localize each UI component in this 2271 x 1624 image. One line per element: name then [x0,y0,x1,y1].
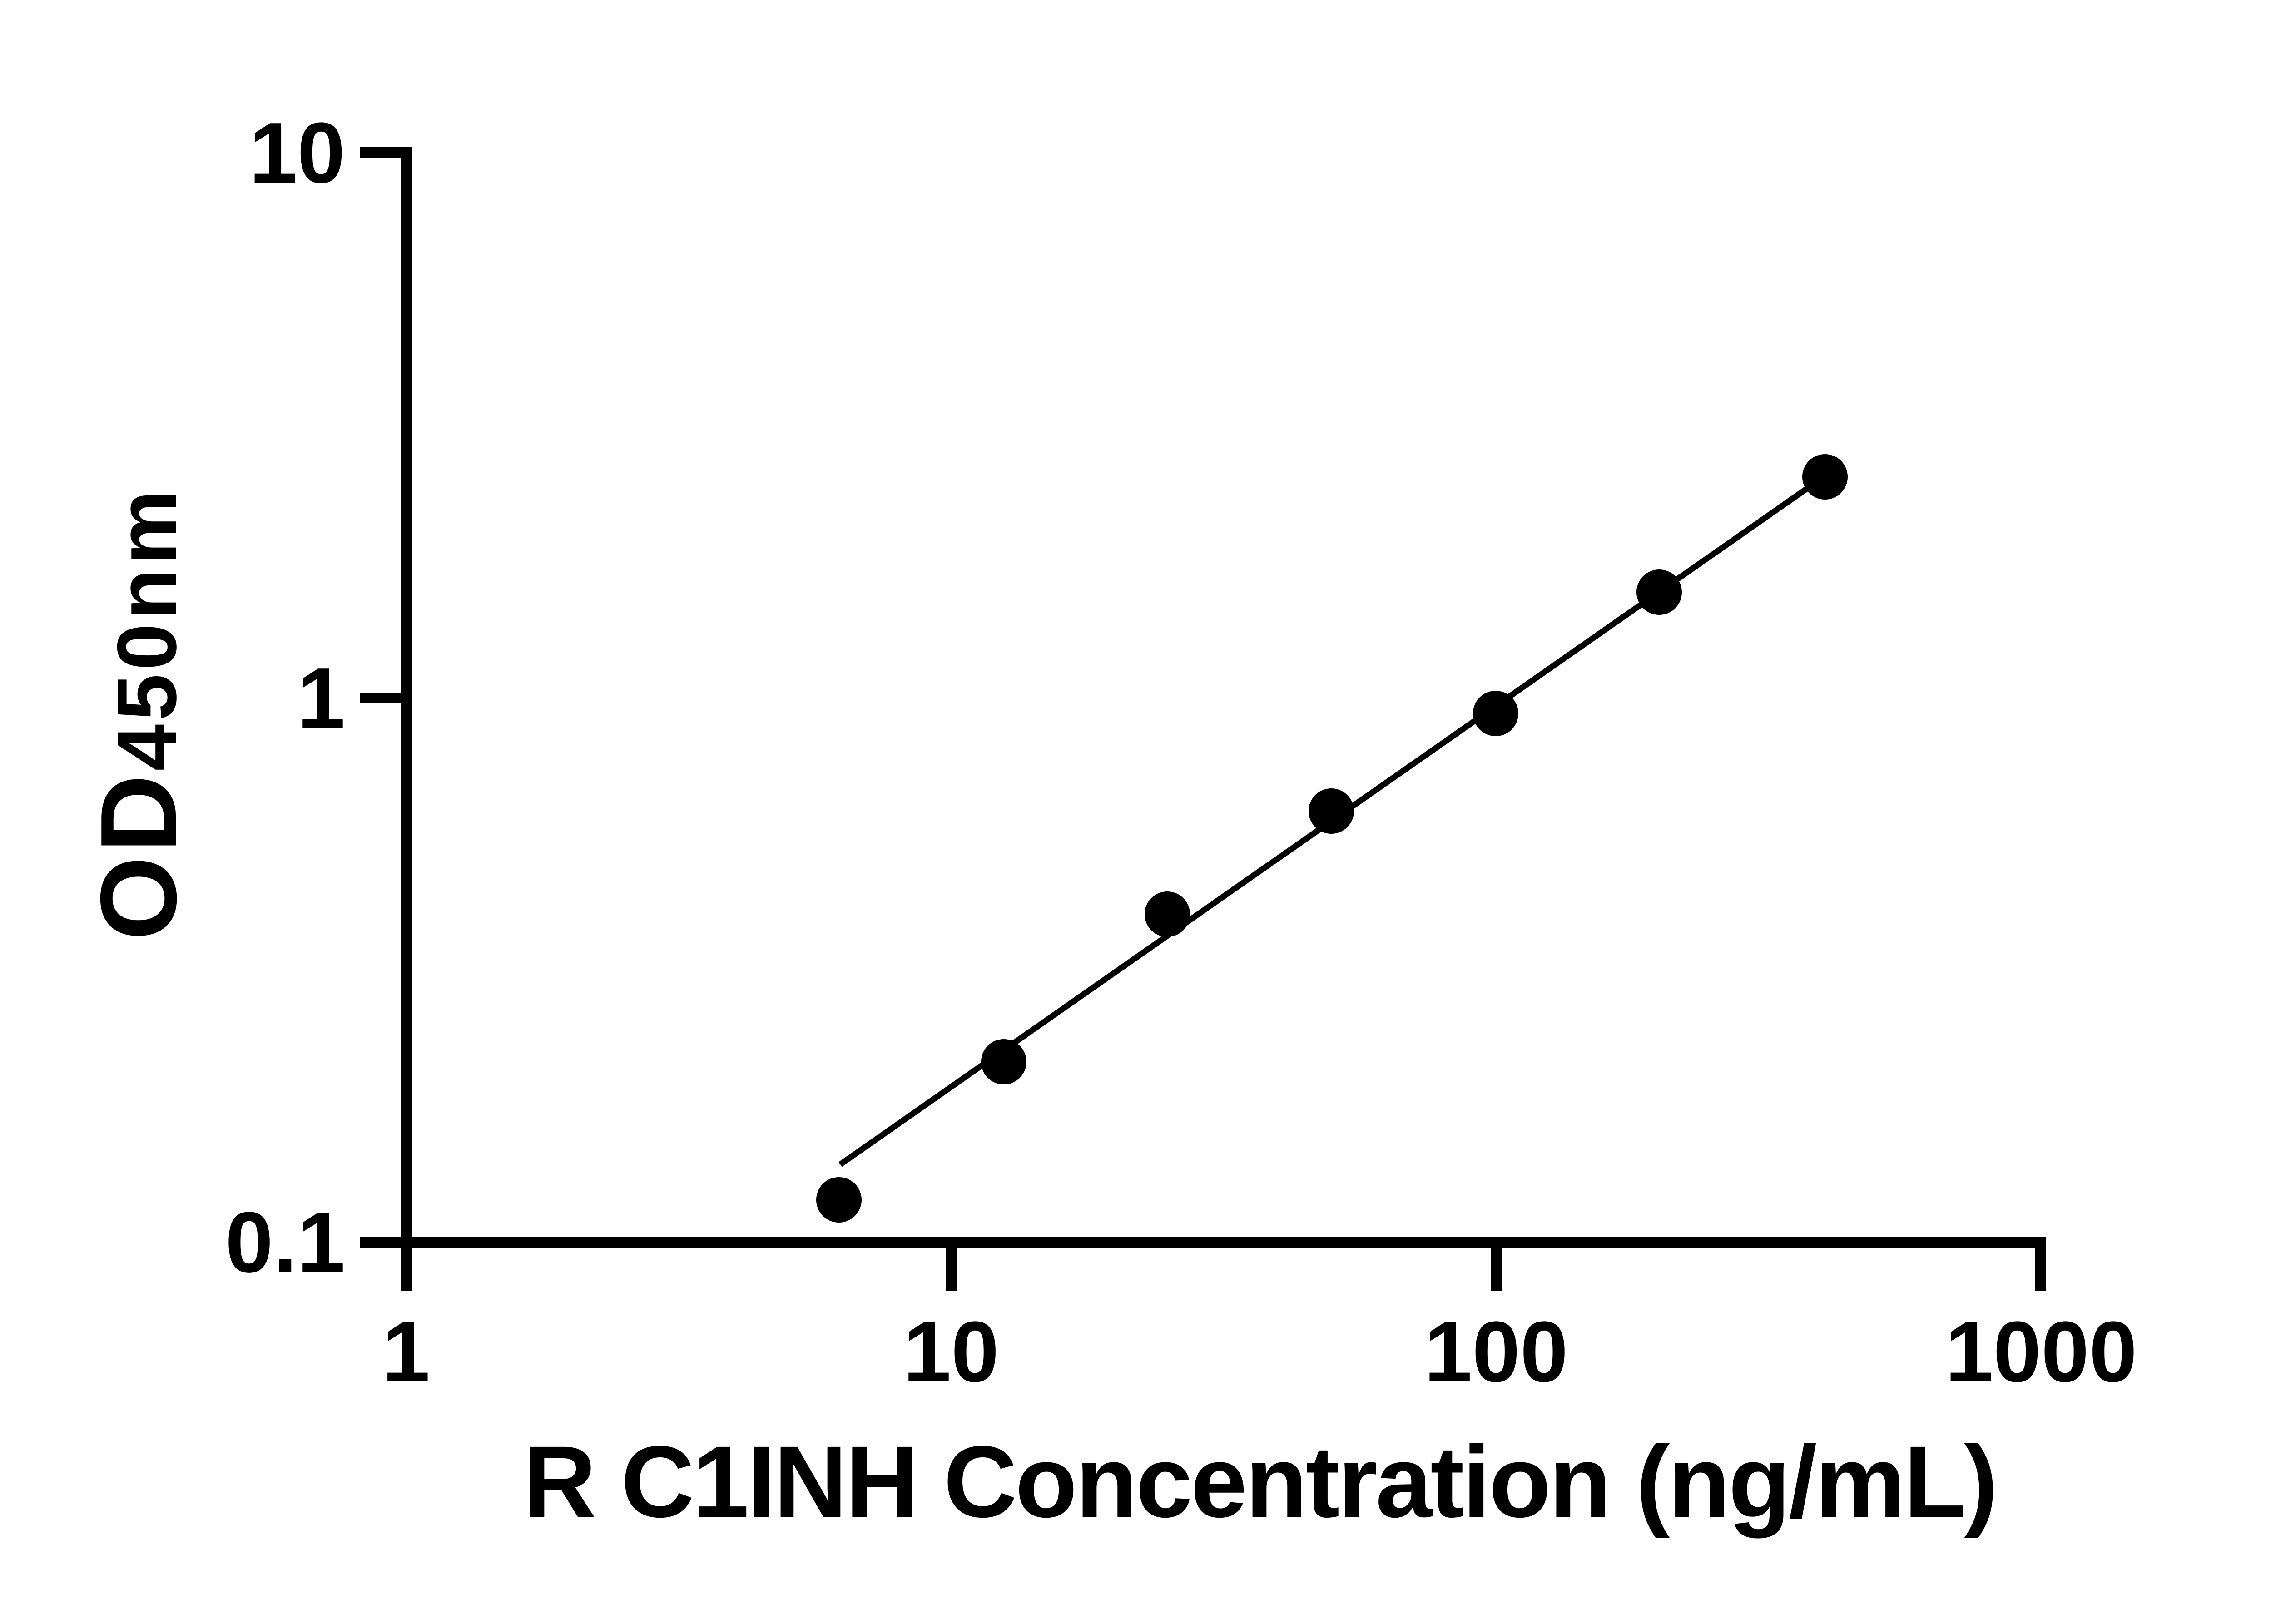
svg-text:1000: 1000 [1945,1304,2137,1400]
svg-text:0.1: 0.1 [225,1194,345,1291]
svg-text:100: 100 [1424,1304,1568,1400]
svg-text:1: 1 [297,650,345,747]
svg-text:10: 10 [249,105,345,201]
svg-text:10: 10 [903,1304,999,1400]
svg-text:OD450nm: OD450nm [79,486,199,940]
svg-text:R C1INH Concentration (ng/mL): R C1INH Concentration (ng/mL) [523,1425,1996,1539]
svg-text:1: 1 [382,1304,430,1400]
